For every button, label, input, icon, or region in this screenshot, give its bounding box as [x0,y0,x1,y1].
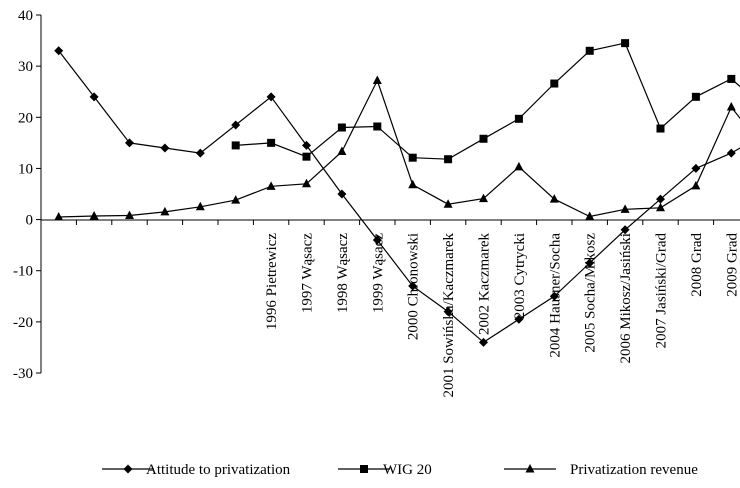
data-point [585,46,594,55]
data-point [54,212,64,221]
x-tick-label: 2002 Kaczmarek [477,233,493,336]
data-point [444,155,453,164]
y-tick-label: 20 [18,110,33,126]
data-point [302,140,311,150]
data-point [514,314,524,324]
data-point [231,141,240,150]
data-point [550,79,559,88]
data-point [372,235,382,245]
x-axis: 1996 Pietrewicz 1997 Wąsacz 1998 Wąsacz 199… [41,219,740,398]
data-point [620,204,630,213]
data-point [479,134,488,143]
legend-label: WIG 20 [383,462,432,478]
data-point [621,39,630,48]
data-point [443,307,453,317]
data-point [360,465,368,473]
series-line [58,78,740,218]
x-tick-label: 2009 Grad [724,233,740,297]
data-point [372,75,382,84]
data-point [525,464,535,473]
data-point [514,161,524,171]
data-point [620,225,630,235]
legend-label: Attitude to privatization [146,462,291,478]
x-tick-label: 1999 Wąsacz [370,233,386,313]
legend-item: WIG 20 [338,462,432,478]
legend-item: Attitude to privatization [102,462,291,478]
series-privatization-revenue [54,75,740,221]
y-tick-label: -10 [13,264,33,280]
series-wig-20 [231,39,740,164]
x-tick-label: 1996 Pietrewicz [264,233,280,330]
y-tick-label: 10 [18,161,33,177]
data-point [585,258,595,268]
legend-label: Privatization revenue [570,462,698,478]
y-tick-label: 0 [26,213,34,229]
data-point [125,138,134,148]
series-layer [54,39,740,347]
legend: Attitude to privatization WIG 20 Privatiza… [102,462,698,478]
x-tick-label: 2005 Socha/Mikosz [583,233,599,353]
y-tick-label: -20 [13,315,33,331]
x-tick-label: 2003 Cytrycki [512,233,528,319]
data-point [195,148,205,158]
data-point [231,120,241,130]
data-point [656,202,665,212]
y-tick-label: 30 [18,59,33,75]
data-point [54,46,64,56]
data-point [337,123,346,132]
data-point [408,281,418,291]
data-point [656,194,665,204]
data-point [549,194,559,203]
data-point [585,211,595,221]
data-point [408,153,417,162]
y-axis: -30 -20 -10 0 10 20 30 40 [13,8,42,382]
data-point [160,143,170,153]
x-tick-label: 2006 Mikosz/Jasiński [618,233,634,363]
data-point [691,92,700,101]
data-point [691,163,701,173]
data-point [195,201,205,211]
data-point [656,124,665,133]
data-point [302,178,311,188]
data-point [726,148,736,158]
data-point [408,179,418,189]
x-tick-label: 1998 Wąsacz [335,233,351,313]
data-point [726,102,736,111]
series-line [58,50,740,344]
y-tick-label: -30 [13,366,33,382]
data-point [479,193,488,203]
data-point [231,195,241,204]
data-point [337,146,347,156]
data-point [302,152,311,161]
legend-item: Privatization revenue [504,462,698,478]
data-point [514,114,523,123]
data-point [267,138,276,147]
data-point [125,210,134,219]
series-attitude-to-privatization [54,46,740,347]
x-tick-label: 2008 Grad [689,233,705,297]
x-tick-label: 2007 Jasiński/Grad [654,233,670,349]
data-point [266,92,276,102]
data-point [549,291,559,301]
data-point [123,464,133,474]
data-point [337,189,347,199]
data-point [691,180,701,190]
data-point [89,210,99,220]
data-point [373,122,382,131]
data-point [443,199,453,208]
series-line [235,42,740,160]
data-point [160,206,170,216]
data-point [89,92,99,102]
y-tick-label: 40 [18,8,33,24]
data-point [479,337,488,347]
data-point [727,74,736,83]
x-tick-label: 1997 Wąsacz [300,233,316,313]
data-point [266,181,276,190]
